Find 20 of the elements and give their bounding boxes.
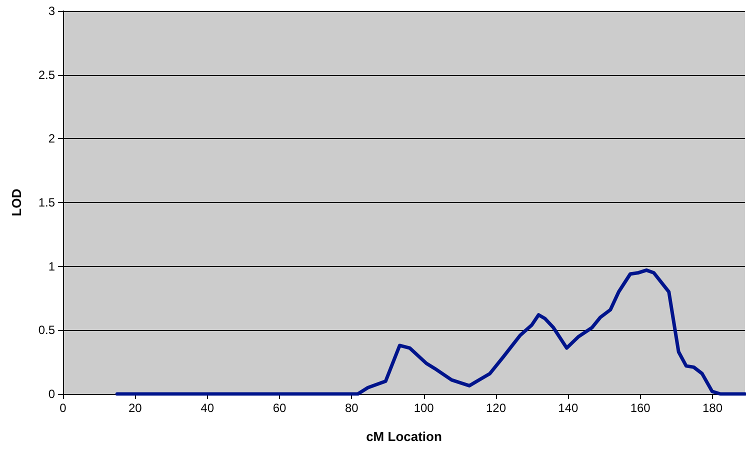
x-tick-label: 180 bbox=[702, 401, 723, 415]
x-tick-label: 20 bbox=[128, 401, 142, 415]
x-tick-label: 80 bbox=[344, 401, 359, 415]
y-tick-label: 1.5 bbox=[38, 196, 56, 210]
y-axis-title: LOD bbox=[9, 188, 24, 216]
x-tick-label: 100 bbox=[414, 401, 434, 415]
line-series bbox=[115, 268, 746, 396]
x-axis-title: cM Location bbox=[366, 429, 442, 444]
x-tick-label: 60 bbox=[272, 401, 286, 415]
x-tick-label: 140 bbox=[558, 401, 579, 415]
x-tick-label: 0 bbox=[60, 401, 67, 415]
x-tick-label: 160 bbox=[630, 401, 651, 415]
x-tick-label: 40 bbox=[200, 401, 214, 415]
y-tick-label: 2 bbox=[48, 132, 56, 146]
y-tick-label: 0 bbox=[48, 387, 56, 401]
y-tick-label: 3 bbox=[48, 4, 56, 18]
y-tick-label: 2.5 bbox=[38, 68, 56, 82]
x-tick-label: 120 bbox=[486, 401, 506, 415]
y-tick-label: 1 bbox=[48, 259, 56, 274]
y-tick-label: 0.5 bbox=[38, 323, 56, 338]
